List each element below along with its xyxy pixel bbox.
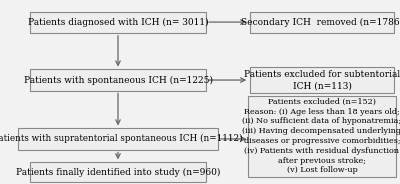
FancyBboxPatch shape bbox=[30, 162, 206, 182]
Text: Patients diagnosed with ICH (n= 3011): Patients diagnosed with ICH (n= 3011) bbox=[28, 17, 208, 27]
Text: Patients excluded (n=152)
Reason: (i) Age less than 18 years old;
(ii) No suffic: Patients excluded (n=152) Reason: (i) Ag… bbox=[242, 98, 400, 174]
FancyBboxPatch shape bbox=[30, 70, 206, 91]
Text: Patients finally identified into study (n=960): Patients finally identified into study (… bbox=[16, 167, 220, 177]
Text: Patients with spontaneous ICH (n=1225): Patients with spontaneous ICH (n=1225) bbox=[24, 75, 212, 85]
Text: Patients with supratentorial spontaneous ICH (n=1112): Patients with supratentorial spontaneous… bbox=[0, 134, 243, 144]
FancyBboxPatch shape bbox=[248, 96, 396, 177]
FancyBboxPatch shape bbox=[250, 11, 394, 33]
FancyBboxPatch shape bbox=[18, 128, 218, 149]
Text: Secondary ICH  removed (n=1786): Secondary ICH removed (n=1786) bbox=[241, 17, 400, 27]
FancyBboxPatch shape bbox=[30, 11, 206, 33]
Text: Patients excluded for subtentorial
ICH (n=113): Patients excluded for subtentorial ICH (… bbox=[244, 70, 400, 90]
FancyBboxPatch shape bbox=[250, 67, 394, 93]
